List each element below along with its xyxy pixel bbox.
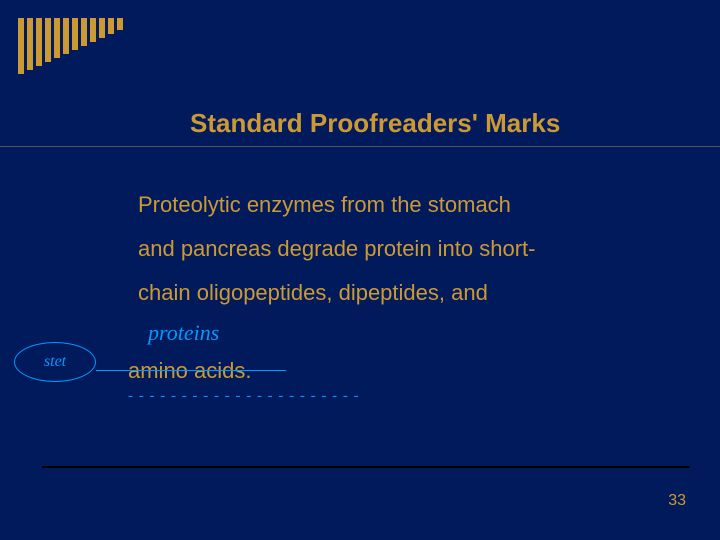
stripe <box>54 18 60 58</box>
stet-dashes: - - - - - - - - - - - - - - - - - - - - … <box>128 388 360 405</box>
body-line-1: Proteolytic enzymes from the stomach <box>138 192 511 218</box>
stet-connector-line <box>96 370 130 371</box>
stripe <box>81 18 87 46</box>
stripe <box>117 18 123 30</box>
stripe <box>45 18 51 62</box>
title-underline <box>0 146 720 147</box>
insertion-text: proteins <box>148 320 219 346</box>
page-number: 33 <box>668 492 686 510</box>
stripe <box>72 18 78 50</box>
body-line-3: chain oligopeptides, dipeptides, and <box>138 280 488 306</box>
stet-callout: stet <box>14 342 96 382</box>
slide-title: Standard Proofreaders' Marks <box>190 108 560 139</box>
crossed-out-wrap: amino acids. <box>128 358 252 384</box>
stripe <box>90 18 96 42</box>
crossed-out-text: amino acids. <box>128 358 252 384</box>
body-line-2: and pancreas degrade protein into short- <box>138 236 535 262</box>
stet-label: stet <box>44 353 66 371</box>
stripe <box>36 18 42 66</box>
stripe <box>108 18 114 34</box>
stripe <box>63 18 69 54</box>
stripe <box>18 18 24 74</box>
stripe <box>99 18 105 38</box>
decorative-stripes <box>18 18 123 74</box>
stripe <box>27 18 33 70</box>
bottom-rule <box>42 466 690 468</box>
strikethrough-line <box>112 370 286 371</box>
